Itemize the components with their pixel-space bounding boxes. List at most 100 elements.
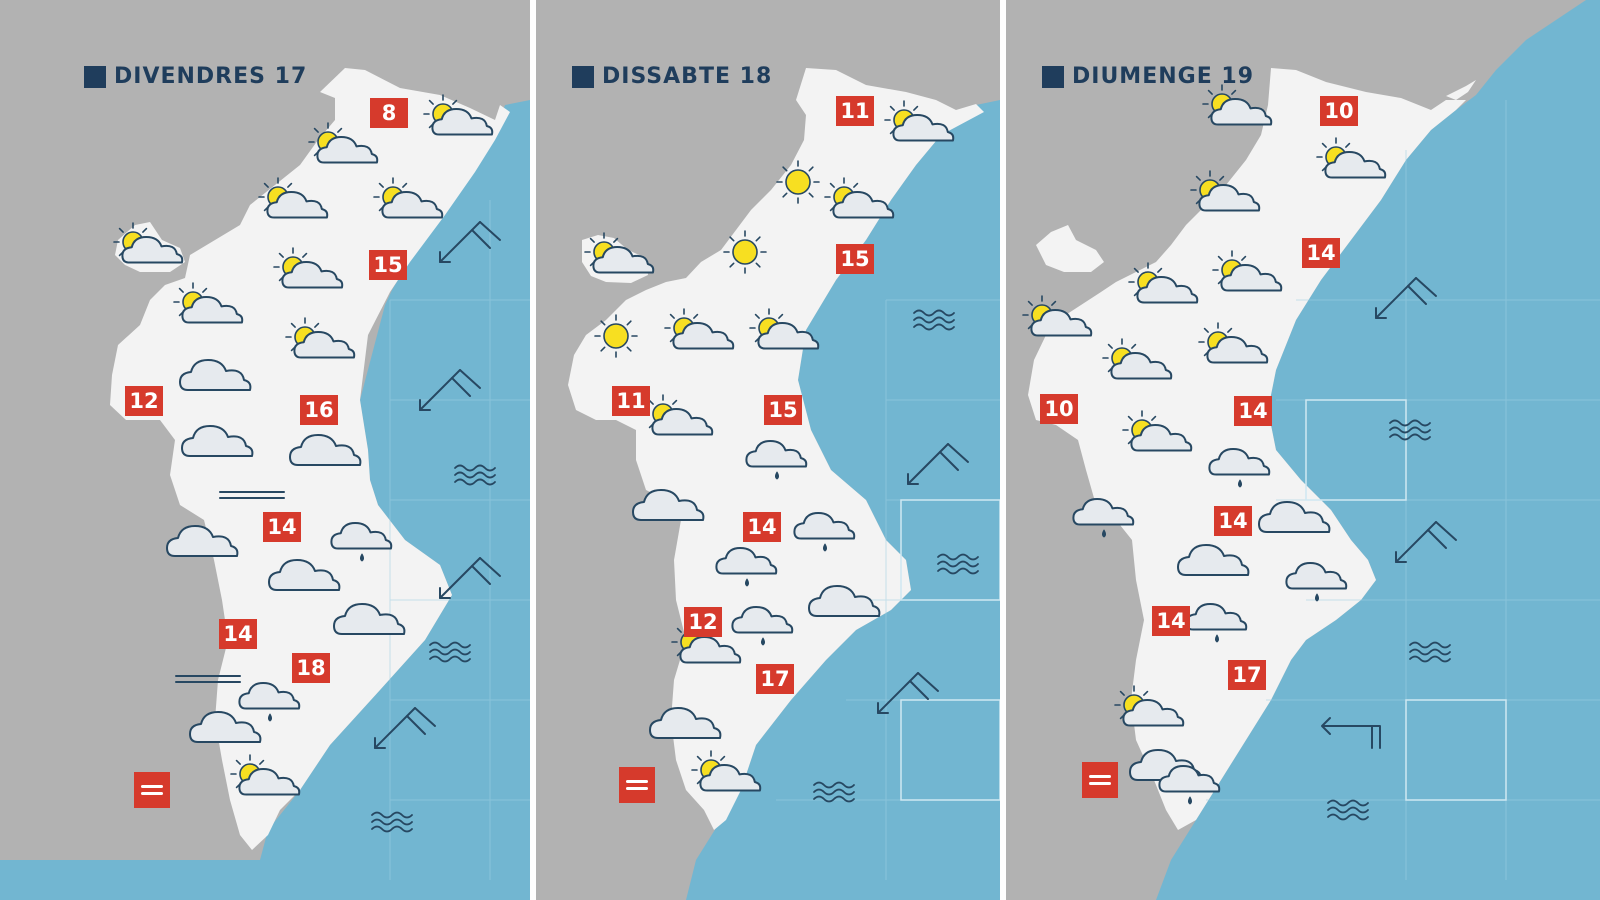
temperature-box: 16 <box>300 395 338 425</box>
temperature-box: 15 <box>369 250 407 280</box>
map-canvas <box>568 0 1000 900</box>
sea <box>1156 0 1600 900</box>
waves-icon <box>937 553 979 575</box>
temperature-box: 14 <box>1152 606 1190 636</box>
sun-cloud-icon <box>1128 262 1199 304</box>
rain-cloud-icon <box>745 439 808 480</box>
cloud-icon <box>268 559 341 591</box>
rain-cloud-icon <box>238 681 301 722</box>
sun-cloud-icon <box>1316 137 1387 179</box>
waves-icon <box>454 464 496 486</box>
sun-cloud-icon <box>1022 295 1093 337</box>
title-marker <box>84 65 106 88</box>
land-islet <box>1446 80 1476 100</box>
sun-cloud-icon <box>749 308 820 350</box>
fog-warning-icon <box>619 767 655 803</box>
temperature-box: 11 <box>612 386 650 416</box>
cloud-icon <box>179 359 252 391</box>
wind-arrow-icon <box>1395 521 1457 563</box>
temperature-box: 11 <box>836 96 874 126</box>
rain-cloud-icon <box>715 546 778 587</box>
sun-cloud-icon <box>1122 410 1193 452</box>
waves-icon <box>913 309 955 331</box>
rain-cloud-icon <box>1285 561 1348 602</box>
sea-box <box>900 499 1000 801</box>
sun-cloud-icon <box>884 100 955 142</box>
rain-cloud-icon <box>1208 447 1271 488</box>
rain-cloud-icon <box>731 605 794 646</box>
sun-cloud-icon <box>113 222 184 264</box>
cloud-icon <box>166 525 239 557</box>
sun-cloud-icon <box>824 177 895 219</box>
cloud-icon <box>1177 544 1250 576</box>
cloud-icon <box>289 434 362 466</box>
temperature-box: 14 <box>219 619 257 649</box>
temperature-box: 10 <box>1320 96 1358 126</box>
cloud-icon <box>632 489 705 521</box>
cloud-icon <box>1258 501 1331 533</box>
day-title-text: DISSABTE 18 <box>602 64 773 89</box>
cloud-icon <box>649 707 722 739</box>
temperature-box: 15 <box>836 244 874 274</box>
sun-cloud-icon <box>1202 84 1273 126</box>
title-marker <box>572 65 594 88</box>
waves-icon <box>371 811 413 833</box>
sun-cloud-icon <box>1212 250 1283 292</box>
rain-cloud-icon <box>1072 497 1135 538</box>
wind-arrow-icon <box>1375 277 1437 319</box>
temperature-box: 14 <box>743 512 781 542</box>
sun-cloud-icon <box>643 394 714 436</box>
temperature-box: 10 <box>1040 394 1078 424</box>
sun-cloud-icon <box>664 308 735 350</box>
temperature-box: 17 <box>756 664 794 694</box>
wind-arrow-icon <box>439 221 501 263</box>
waves-icon <box>813 781 855 803</box>
forecast-panel-sunday: DIUMENGE 19 10 14 10 14 14 14 17 <box>1006 0 1600 900</box>
temperature-box: 12 <box>684 607 722 637</box>
title-marker <box>1042 65 1064 88</box>
temperature-box: 14 <box>1234 396 1272 426</box>
cloud-icon <box>181 425 254 457</box>
sun-cloud-icon <box>373 177 444 219</box>
temperature-box: 15 <box>764 395 802 425</box>
sun-icon <box>594 314 638 358</box>
forecast-panel-friday: DIVENDRES 17 8 15 12 16 14 14 18 <box>0 0 530 900</box>
rain-cloud-icon <box>1158 764 1221 805</box>
wind-arrow-icon <box>907 443 969 485</box>
sun-cloud-icon <box>285 317 356 359</box>
sea <box>0 0 530 900</box>
waves-icon <box>1409 641 1451 663</box>
temperature-box: 12 <box>125 386 163 416</box>
cloud-icon <box>808 585 881 617</box>
temperature-box: 17 <box>1228 660 1266 690</box>
waves-icon <box>1389 419 1431 441</box>
sun-cloud-icon <box>691 750 762 792</box>
sun-cloud-icon <box>1198 322 1269 364</box>
wind-arrow-icon <box>374 707 436 749</box>
waves-icon <box>1327 799 1369 821</box>
day-title: DIUMENGE 19 <box>1042 64 1254 89</box>
waves-icon <box>429 641 471 663</box>
temperature-box: 14 <box>1302 238 1340 268</box>
fog-icon <box>219 491 285 499</box>
sun-icon <box>723 230 767 274</box>
forecast-panel-saturday: DISSABTE 18 11 15 11 15 14 12 17 <box>536 0 1000 900</box>
sun-cloud-icon <box>173 282 244 324</box>
fog-warning-icon <box>134 772 170 808</box>
temperature-box: 18 <box>292 653 330 683</box>
day-title-text: DIUMENGE 19 <box>1072 64 1255 89</box>
rain-cloud-icon <box>793 511 856 552</box>
land <box>1028 68 1466 830</box>
sun-cloud-icon <box>258 177 329 219</box>
day-title: DISSABTE 18 <box>572 64 772 89</box>
sea-box <box>1305 399 1507 801</box>
temperature-box: 14 <box>263 512 301 542</box>
wind-arrow-icon <box>439 557 501 599</box>
wind-arrow-icon <box>877 672 939 714</box>
sun-cloud-icon <box>423 94 494 136</box>
sun-cloud-icon <box>273 247 344 289</box>
rain-cloud-icon <box>330 521 393 562</box>
sea-grid <box>389 200 530 880</box>
temperature-box: 8 <box>370 98 408 128</box>
cloud-icon <box>333 603 406 635</box>
